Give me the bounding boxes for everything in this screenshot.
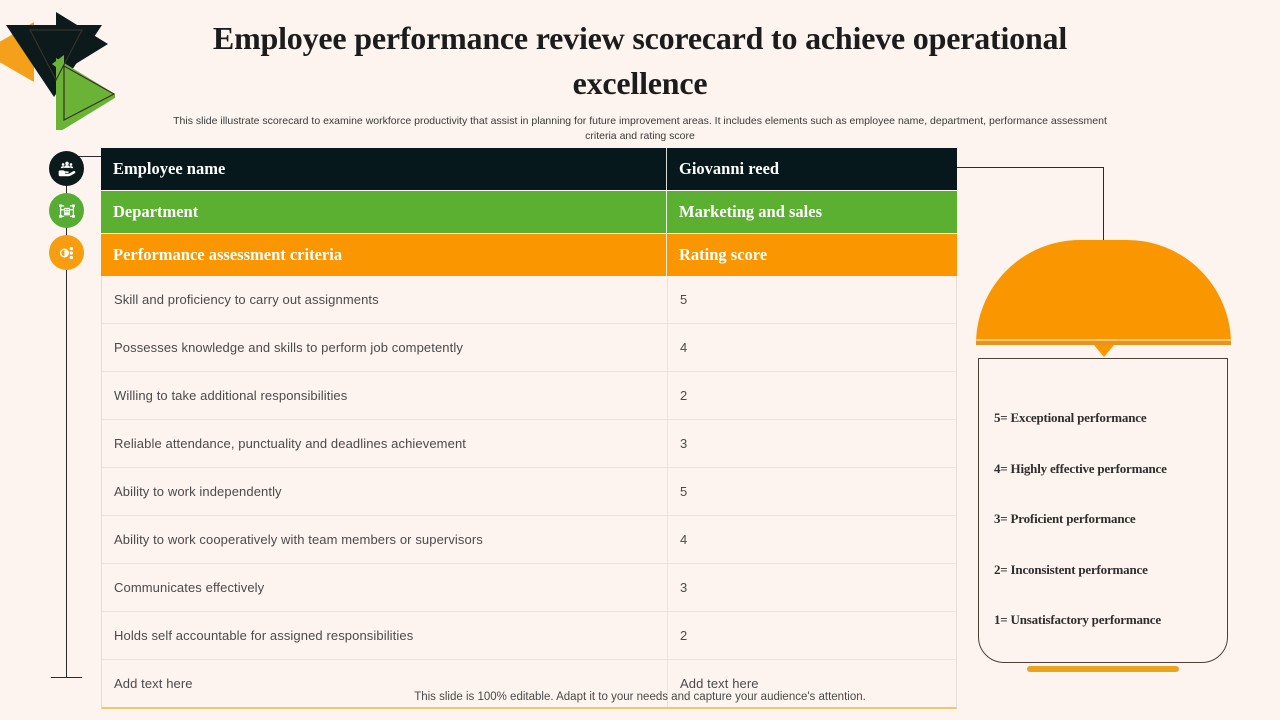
legend-dome-base	[976, 339, 1231, 345]
cell-criteria: Holds self accountable for assigned resp…	[114, 628, 414, 643]
page-subtitle: This slide illustrate scorecard to exami…	[173, 114, 1107, 143]
cell-score: 3	[667, 420, 958, 467]
table-row-placeholder[interactable]: Add text here Add text here	[102, 660, 956, 707]
cell-criteria: Ability to work independently	[114, 484, 282, 499]
legend-item: 2= Inconsistent performance	[994, 561, 1148, 577]
legend-accent-bar	[1027, 666, 1179, 672]
logo-triangle-dark-down	[6, 25, 102, 97]
cell-score: 2	[667, 372, 958, 419]
table-row[interactable]: Possesses knowledge and skills to perfor…	[102, 324, 956, 372]
logo-triangle-orange	[0, 22, 34, 82]
legend-connector-vertical	[1103, 167, 1104, 242]
cell-criteria: Willing to take additional responsibilit…	[114, 388, 348, 403]
cell-criteria-placeholder: Add text here	[114, 676, 193, 691]
table-row[interactable]: Holds self accountable for assigned resp…	[102, 612, 956, 660]
footer-note: This slide is 100% editable. Adapt it to…	[414, 691, 866, 703]
table-body: Skill and proficiency to carry out assig…	[101, 276, 957, 709]
rail-top-connector	[66, 156, 102, 157]
cell-score: 4	[667, 516, 958, 563]
header-value-department: Marketing and sales	[666, 191, 957, 233]
rail-vertical-line	[66, 156, 67, 678]
legend-item: 3= Proficient performance	[994, 511, 1136, 527]
rating-legend-card	[978, 358, 1228, 663]
performance-gauge-icon[interactable]	[49, 235, 84, 270]
rating-legend-list: 5= Exceptional performance 4= Highly eff…	[994, 393, 1228, 646]
brand-logo	[0, 0, 115, 130]
cell-criteria: Skill and proficiency to carry out assig…	[114, 292, 379, 307]
header-label-rating-score: Rating score	[666, 234, 957, 276]
logo-outline-triangle-upper	[28, 28, 84, 84]
cell-score: 5	[667, 468, 958, 515]
logo-triangle-green-right	[56, 58, 115, 130]
cell-criteria: Possesses knowledge and skills to perfor…	[114, 340, 463, 355]
logo-wedge-green	[52, 55, 64, 73]
table-row[interactable]: Ability to work independently 5	[102, 468, 956, 516]
header-block: Employee performance review scorecard to…	[170, 16, 1110, 144]
cell-score: 3	[667, 564, 958, 611]
rail-bottom-tick	[51, 677, 82, 678]
logo-triangle-dark-right	[56, 12, 108, 76]
legend-dome-pointer	[1094, 345, 1114, 357]
legend-item: 1= Unsatisfactory performance	[994, 612, 1161, 628]
cell-criteria: Communicates effectively	[114, 580, 265, 595]
table-header-row-department: Department Marketing and sales	[101, 191, 957, 234]
table-row[interactable]: Reliable attendance, punctuality and dea…	[102, 420, 956, 468]
legend-connector-horizontal	[957, 167, 1104, 168]
header-label-employee-name: Employee name	[113, 159, 226, 178]
cell-criteria: Ability to work cooperatively with team …	[114, 532, 483, 547]
header-value-employee-name: Giovanni reed	[666, 148, 957, 190]
legend-dome-shape	[976, 240, 1231, 344]
header-label-department: Department	[113, 202, 199, 221]
hand-holding-people-icon[interactable]	[49, 151, 84, 186]
cell-score-placeholder: Add text here	[667, 660, 958, 707]
table-row[interactable]: Skill and proficiency to carry out assig…	[102, 276, 956, 324]
table-row[interactable]: Ability to work cooperatively with team …	[102, 516, 956, 564]
cell-score: 4	[667, 324, 958, 371]
legend-item: 4= Highly effective performance	[994, 460, 1167, 476]
cell-criteria: Reliable attendance, punctuality and dea…	[114, 436, 466, 451]
header-label-criteria: Performance assessment criteria	[113, 245, 343, 264]
table-header-row-criteria: Performance assessment criteria Rating s…	[101, 234, 957, 276]
cell-score: 2	[667, 612, 958, 659]
scorecard-table: Employee name Giovanni reed Department M…	[101, 148, 957, 709]
legend-item: 5= Exceptional performance	[994, 410, 1147, 426]
table-row[interactable]: Communicates effectively 3	[102, 564, 956, 612]
table-row[interactable]: Willing to take additional responsibilit…	[102, 372, 956, 420]
page-title: Employee performance review scorecard to…	[212, 20, 1068, 102]
cell-score: 5	[667, 276, 958, 323]
logo-outline-triangle-lower	[62, 62, 115, 122]
org-chart-icon[interactable]	[49, 193, 84, 228]
table-header-row-employee: Employee name Giovanni reed	[101, 148, 957, 191]
